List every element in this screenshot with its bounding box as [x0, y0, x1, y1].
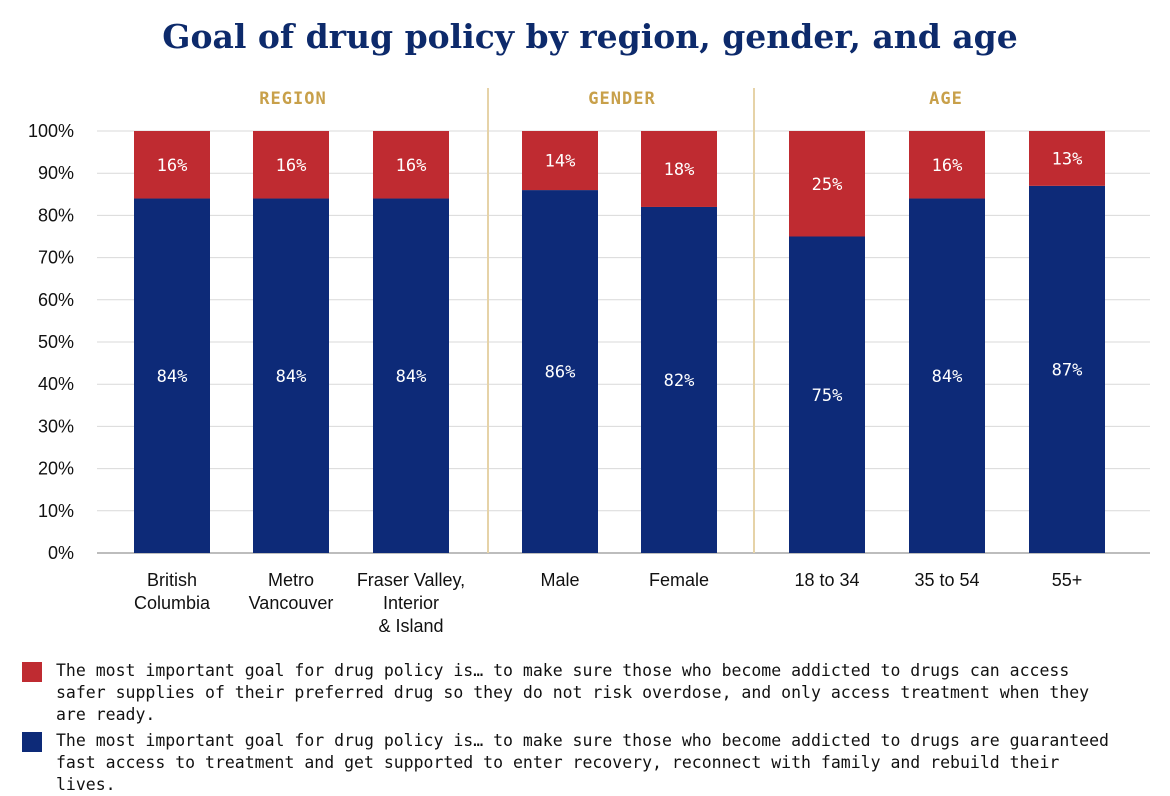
bar-segment-red	[253, 131, 329, 199]
x-tick-line: & Island	[378, 616, 443, 636]
y-tick-label: 0%	[48, 543, 74, 563]
y-tick-label: 80%	[38, 205, 74, 225]
bar-segment-red	[909, 131, 985, 199]
y-axis: 0% 10% 20% 30% 40% 50% 60% 70% 80% 90% 100%	[28, 121, 74, 563]
bar-segment-blue	[1029, 185, 1105, 554]
x-tick-line: Columbia	[134, 593, 211, 613]
data-label-blue: 84%	[932, 367, 963, 387]
y-tick-label: 20%	[38, 459, 74, 479]
x-tick-line: 35 to 54	[914, 570, 979, 590]
y-tick-label: 70%	[38, 248, 74, 268]
data-label-blue: 84%	[157, 367, 188, 387]
group-label: GENDER	[588, 89, 655, 109]
x-tick-line: Male	[540, 570, 579, 590]
legend-swatch-blue	[22, 732, 42, 752]
x-tick-line: 18 to 34	[794, 570, 859, 590]
y-tick-label: 40%	[38, 374, 74, 394]
x-tick-line: Metro	[268, 570, 314, 590]
chart-title: Goal of drug policy by region, gender, a…	[162, 17, 1017, 56]
bar-segment-blue	[909, 198, 985, 553]
y-tick-label: 90%	[38, 163, 74, 183]
x-tick-line: Vancouver	[249, 593, 334, 613]
x-tick-line: Interior	[383, 593, 439, 613]
bar-segment-red	[134, 131, 210, 199]
x-tick-label: British Columbia	[134, 570, 211, 613]
bar-segment-red	[373, 131, 449, 199]
bar-segment-blue	[253, 198, 329, 553]
group-label: REGION	[259, 89, 326, 109]
x-axis: British Columbia Metro Vancouver Fraser Vall…	[134, 570, 1082, 636]
x-tick-label: Metro Vancouver	[249, 570, 334, 613]
data-label-red: 13%	[1052, 149, 1083, 169]
y-tick-label: 50%	[38, 332, 74, 352]
y-tick-label: 10%	[38, 501, 74, 521]
bars: 84% 16% 84% 16% 84% 16% 86% 14% 82% 18% 75% 25% 84% 1…	[134, 131, 1105, 554]
x-tick-label: 55+	[1052, 570, 1083, 590]
data-label-blue: 86%	[545, 363, 576, 383]
bar-segment-blue	[789, 236, 865, 553]
data-label-red: 16%	[932, 156, 963, 176]
x-tick-label: Fraser Valley, Interior & Island	[357, 570, 465, 636]
legend-text-blue: The most important goal for drug policy …	[56, 731, 1109, 794]
x-tick-line: British	[147, 570, 197, 590]
data-label-blue: 82%	[664, 371, 695, 391]
legend-text-red: The most important goal for drug policy …	[56, 661, 1090, 724]
x-tick-label: Male	[540, 570, 579, 590]
group-labels: REGION GENDER AGE	[259, 89, 963, 109]
legend-item-blue: The most important goal for drug policy …	[22, 730, 1116, 796]
data-label-blue: 84%	[396, 367, 427, 387]
bar-segment-red	[789, 131, 865, 237]
y-tick-label: 60%	[38, 290, 74, 310]
data-label-red: 16%	[157, 156, 188, 176]
bar-segment-red	[641, 131, 717, 207]
bar-segment-blue	[641, 206, 717, 553]
group-dividers	[487, 88, 755, 553]
data-label-red: 16%	[276, 156, 307, 176]
data-label-blue: 84%	[276, 367, 307, 387]
group-label: AGE	[929, 89, 963, 109]
x-tick-label: 18 to 34	[794, 570, 859, 590]
bar-segment-blue	[373, 198, 449, 553]
data-label-blue: 75%	[812, 386, 843, 406]
x-tick-label: 35 to 54	[914, 570, 979, 590]
bar-segment-blue	[134, 198, 210, 553]
data-label-red: 18%	[664, 160, 695, 180]
legend-item-red: The most important goal for drug policy …	[22, 660, 1116, 726]
bar-segment-red	[1029, 131, 1105, 186]
x-tick-line: Female	[649, 570, 709, 590]
bar-segment-blue	[522, 190, 598, 553]
x-tick-label: Female	[649, 570, 709, 590]
y-tick-label: 100%	[28, 121, 74, 141]
x-tick-line: 55+	[1052, 570, 1083, 590]
legend-swatch-red	[22, 662, 42, 682]
data-label-red: 14%	[545, 152, 576, 172]
data-label-red: 16%	[396, 156, 427, 176]
data-label-blue: 87%	[1052, 360, 1083, 380]
x-tick-line: Fraser Valley,	[357, 570, 465, 590]
data-label-red: 25%	[812, 175, 843, 195]
y-tick-label: 30%	[38, 416, 74, 436]
bar-segment-red	[522, 131, 598, 191]
